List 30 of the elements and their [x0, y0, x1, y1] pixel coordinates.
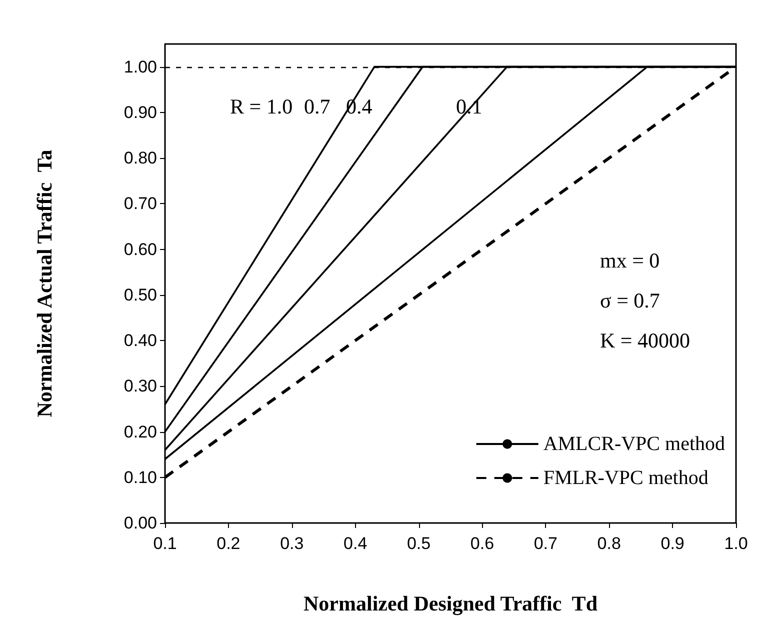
annotation: K = 40000: [600, 328, 690, 352]
x-tick-label: 1.0: [724, 534, 748, 553]
y-tick-label: 0.10: [124, 468, 157, 487]
x-axis-title: Normalized Designed Traffic Td: [304, 592, 598, 616]
x-tick-label: 0.7: [534, 534, 558, 553]
y-tick-label: 0.40: [124, 331, 157, 350]
y-tick-label: 1.00: [124, 57, 157, 76]
y-axis-title: Normalized Actual Traffic Ta: [32, 149, 56, 418]
x-tick-label: 0.4: [344, 534, 368, 553]
x-tick-label: 0.6: [470, 534, 494, 553]
x-tick-label: 0.3: [280, 534, 304, 553]
x-tick-label: 0.5: [406, 534, 431, 553]
x-tick-label: 0.1: [153, 534, 177, 553]
x-tick-label: 0.8: [597, 534, 621, 553]
legend-label: AMLCR-VPC method: [543, 433, 726, 455]
y-tick-label: 0.00: [124, 514, 157, 532]
y-tick-label: 0.30: [124, 376, 157, 396]
x-tick-label: 0.9: [660, 534, 684, 553]
annotation: R = 1.0: [230, 94, 293, 118]
legend-label: FMLR-VPC method: [543, 467, 708, 489]
annotation: σ = 0.7: [600, 288, 660, 312]
annotation: mx = 0: [600, 248, 660, 272]
y-tick-label: 0.80: [124, 148, 157, 168]
x-tick-label: 0.2: [216, 534, 240, 553]
y-tick-label: 0.20: [124, 422, 157, 442]
y-tick-label: 0.50: [124, 285, 157, 304]
y-tick-label: 0.90: [124, 102, 157, 122]
y-tick-label: 0.70: [124, 194, 157, 214]
y-tick-label: 0.60: [124, 240, 157, 259]
annotation: 0.7: [304, 94, 330, 118]
